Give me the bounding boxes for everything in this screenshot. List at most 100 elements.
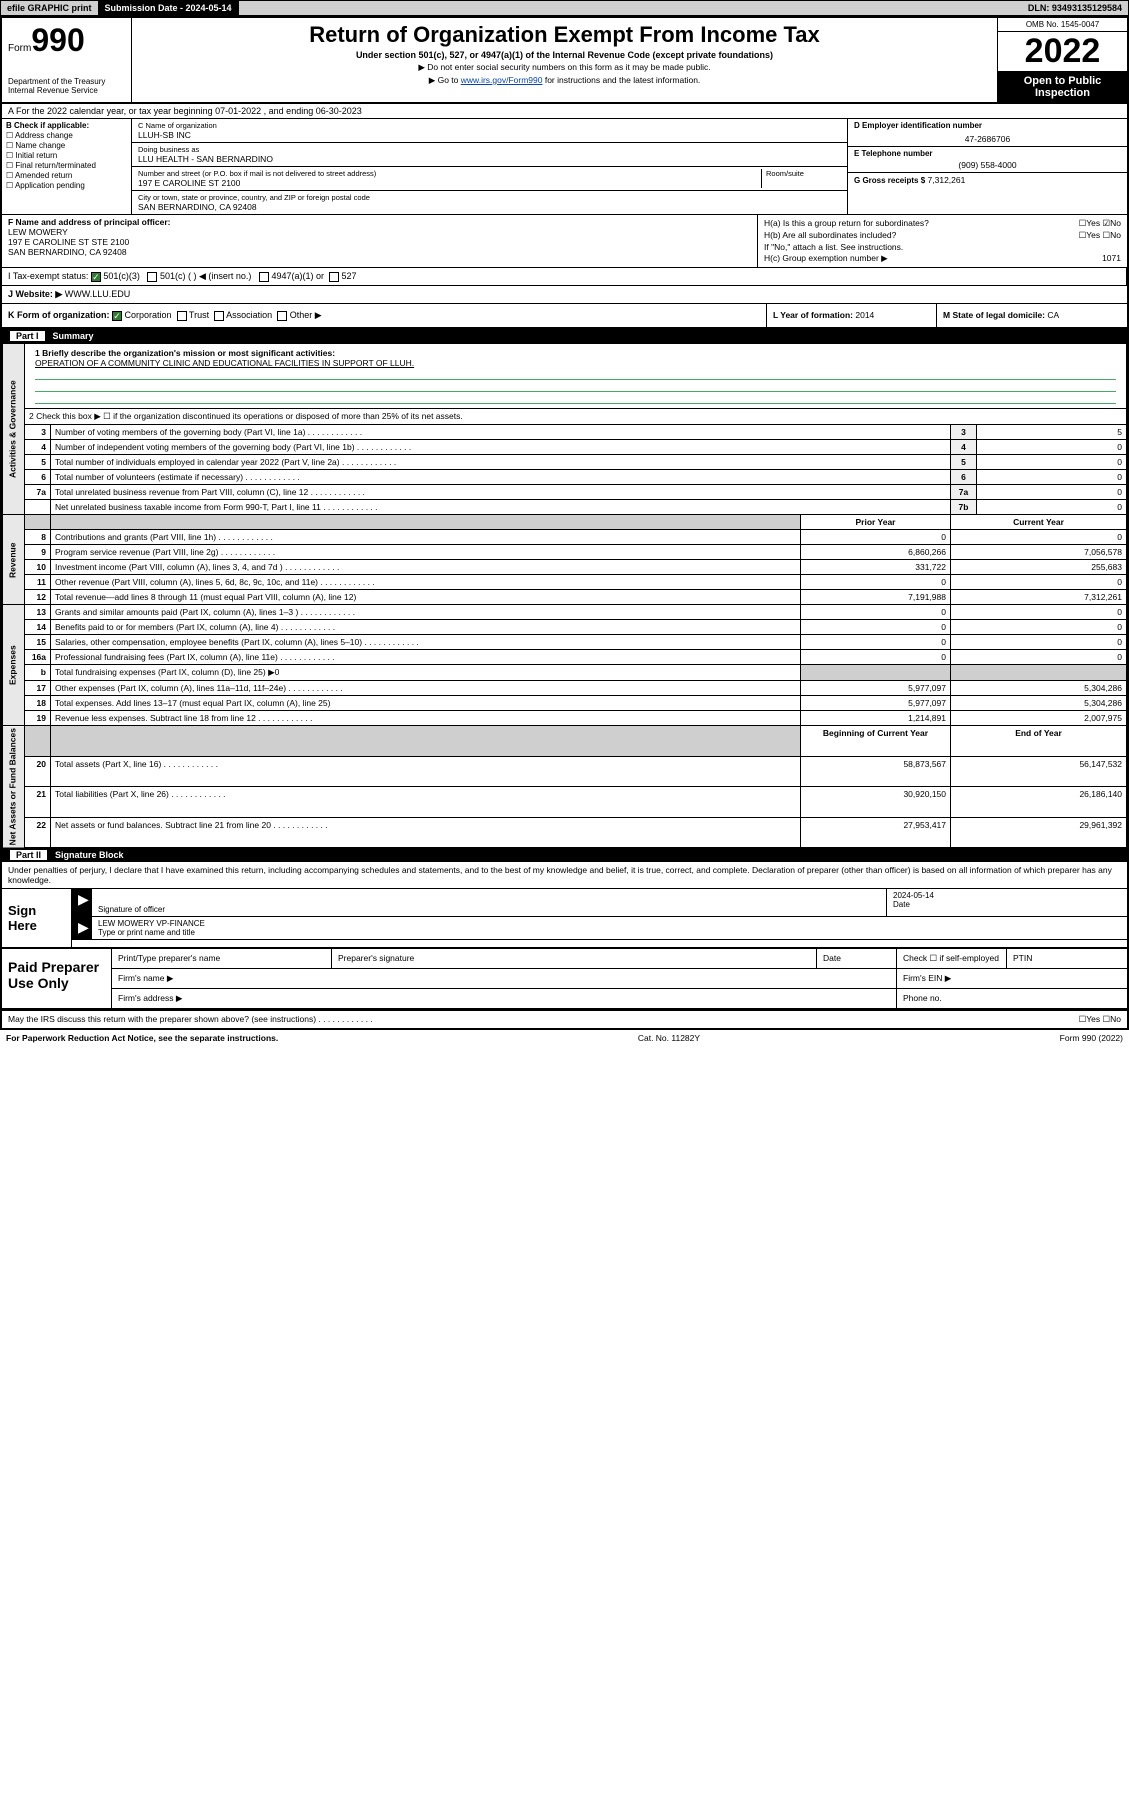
- dba-value: LLU HEALTH - SAN BERNARDINO: [138, 154, 841, 164]
- tax-year-big: 2022: [998, 32, 1127, 72]
- col-prior: Prior Year: [801, 515, 951, 530]
- form-title: Return of Organization Exempt From Incom…: [138, 22, 991, 48]
- row-k: K Form of organization: ✓ Corporation Tr…: [2, 304, 767, 327]
- curr-val: 7,056,578: [951, 545, 1127, 560]
- ln-ref: 7a: [951, 485, 977, 500]
- c-name-lbl: C Name of organization: [138, 121, 841, 130]
- ln-ref: 4: [951, 440, 977, 455]
- header-mid: Return of Organization Exempt From Incom…: [132, 18, 997, 102]
- org-name: LLUH-SB INC: [138, 130, 841, 140]
- ln-text: Contributions and grants (Part VIII, lin…: [51, 530, 801, 545]
- k-lbl: K Form of organization:: [8, 310, 110, 320]
- blank: [25, 726, 51, 757]
- side-netassets: Net Assets or Fund Balances: [3, 726, 25, 848]
- dba-row: Doing business as LLU HEALTH - SAN BERNA…: [132, 143, 847, 167]
- sign-here-label: Sign Here: [2, 889, 72, 947]
- ln-val: 0: [977, 440, 1127, 455]
- summary-row: Net unrelated business taxable income fr…: [3, 500, 1127, 515]
- block-fh: F Name and address of principal officer:…: [2, 215, 1127, 268]
- summary-row: 12Total revenue—add lines 8 through 11 (…: [3, 590, 1127, 605]
- form-prefix: Form: [8, 43, 31, 54]
- ln-text: Investment income (Part VIII, column (A)…: [51, 560, 801, 575]
- footer: For Paperwork Reduction Act Notice, see …: [0, 1030, 1129, 1046]
- chk-4947[interactable]: [259, 272, 269, 282]
- prior-val: 331,722: [801, 560, 951, 575]
- discuss-ans[interactable]: ☐Yes ☐No: [1079, 1014, 1121, 1025]
- tax-year-line: A For the 2022 calendar year, or tax yea…: [2, 104, 1127, 119]
- blank: [51, 515, 801, 530]
- efile-label[interactable]: efile GRAPHIC print: [1, 1, 99, 15]
- org-name-row: C Name of organization LLUH-SB INC: [132, 119, 847, 143]
- sig-date-val: 2024-05-14: [893, 891, 1121, 900]
- part1-header: Part I Summary: [2, 329, 1127, 343]
- prior-val: 5,977,097: [801, 681, 951, 696]
- sig-row-2: ▶ LEW MOWERY VP-FINANCE Type or print na…: [72, 917, 1127, 940]
- ln-text: Revenue less expenses. Subtract line 18 …: [51, 711, 801, 726]
- chk-other[interactable]: [277, 311, 287, 321]
- ln-num: 5: [25, 455, 51, 470]
- curr-val: 0: [951, 620, 1127, 635]
- summary-row: 3Number of voting members of the governi…: [3, 425, 1127, 440]
- ln-val: 0: [977, 500, 1127, 515]
- irs-link[interactable]: www.irs.gov/Form990: [461, 75, 543, 85]
- section-f: F Name and address of principal officer:…: [2, 215, 757, 267]
- chk-501c3[interactable]: ✓: [91, 272, 101, 282]
- ln-num: 22: [25, 817, 51, 848]
- prior-val: 7,191,988: [801, 590, 951, 605]
- chk-527[interactable]: [329, 272, 339, 282]
- officer-name-lbl: Type or print name and title: [98, 928, 1121, 937]
- chk-final-lbl: Final return/terminated: [15, 161, 95, 170]
- side-revenue: Revenue: [3, 515, 25, 605]
- ln-text: Total number of volunteers (estimate if …: [51, 470, 951, 485]
- gross-row: G Gross receipts $ 7,312,261: [848, 173, 1127, 187]
- summary-row: 7aTotal unrelated business revenue from …: [3, 485, 1127, 500]
- website-row: J Website: ▶ WWW.LLU.EDU: [2, 286, 1127, 303]
- summary-row: 11Other revenue (Part VIII, column (A), …: [3, 575, 1127, 590]
- chk-trust[interactable]: [177, 311, 187, 321]
- prior-val: 5,977,097: [801, 696, 951, 711]
- chk-initial[interactable]: ☐ Initial return: [6, 151, 127, 160]
- ln-text: Total fundraising expenses (Part IX, col…: [51, 665, 801, 681]
- chk-final[interactable]: ☐ Final return/terminated: [6, 161, 127, 170]
- chk-address-change[interactable]: ☐ Address change: [6, 131, 127, 140]
- row-m: M State of legal domicile: CA: [937, 304, 1127, 327]
- ln-num: 13: [25, 605, 51, 620]
- chk-amended[interactable]: ☐ Amended return: [6, 171, 127, 180]
- chk-pending[interactable]: ☐ Application pending: [6, 181, 127, 190]
- ln-num: 20: [25, 756, 51, 787]
- prep-self-lbl[interactable]: Check ☐ if self-employed: [897, 949, 1007, 968]
- officer-sig-field[interactable]: Signature of officer: [92, 889, 887, 916]
- opt-4947: 4947(a)(1) or: [271, 271, 324, 281]
- part2-title: Signature Block: [55, 850, 124, 860]
- chk-name-change[interactable]: ☐ Name change: [6, 141, 127, 150]
- prior-val: 0: [801, 605, 951, 620]
- ln-text: Program service revenue (Part VIII, line…: [51, 545, 801, 560]
- l1-lbl: 1 Briefly describe the organization's mi…: [35, 348, 335, 358]
- summary-row: 9Program service revenue (Part VIII, lin…: [3, 545, 1127, 560]
- ln-num: 18: [25, 696, 51, 711]
- ha-ans[interactable]: ☐Yes ☑No: [1079, 218, 1121, 229]
- summary-row: 5Total number of individuals employed in…: [3, 455, 1127, 470]
- chk-corp[interactable]: ✓: [112, 311, 122, 321]
- curr-val: 2,007,975: [951, 711, 1127, 726]
- hb-note: If "No," attach a list. See instructions…: [764, 242, 1121, 252]
- f-lbl: F Name and address of principal officer:: [8, 217, 751, 227]
- hb-ans[interactable]: ☐Yes ☐No: [1079, 230, 1121, 241]
- ln-text: Number of voting members of the governin…: [51, 425, 951, 440]
- side-activities: Activities & Governance: [3, 344, 25, 515]
- sig-right: ▶ Signature of officer 2024-05-14 Date ▶…: [72, 889, 1127, 947]
- k-assoc: Association: [226, 310, 272, 320]
- ln-num: 4: [25, 440, 51, 455]
- gross-value: 7,312,261: [928, 175, 966, 185]
- note-ssn: ▶ Do not enter social security numbers o…: [138, 62, 991, 73]
- curr-val: 56,147,532: [951, 756, 1127, 787]
- ein-value: 47-2686706: [854, 134, 1121, 144]
- chk-501c[interactable]: [147, 272, 157, 282]
- discuss-row: May the IRS discuss this return with the…: [2, 1010, 1127, 1028]
- chk-assoc[interactable]: [214, 311, 224, 321]
- blank-line: [35, 380, 1116, 392]
- section-h: H(a) Is this a group return for subordin…: [757, 215, 1127, 267]
- city-row: City or town, state or province, country…: [132, 191, 847, 214]
- e-lbl: E Telephone number: [854, 149, 1121, 158]
- sig-row-1: ▶ Signature of officer 2024-05-14 Date: [72, 889, 1127, 917]
